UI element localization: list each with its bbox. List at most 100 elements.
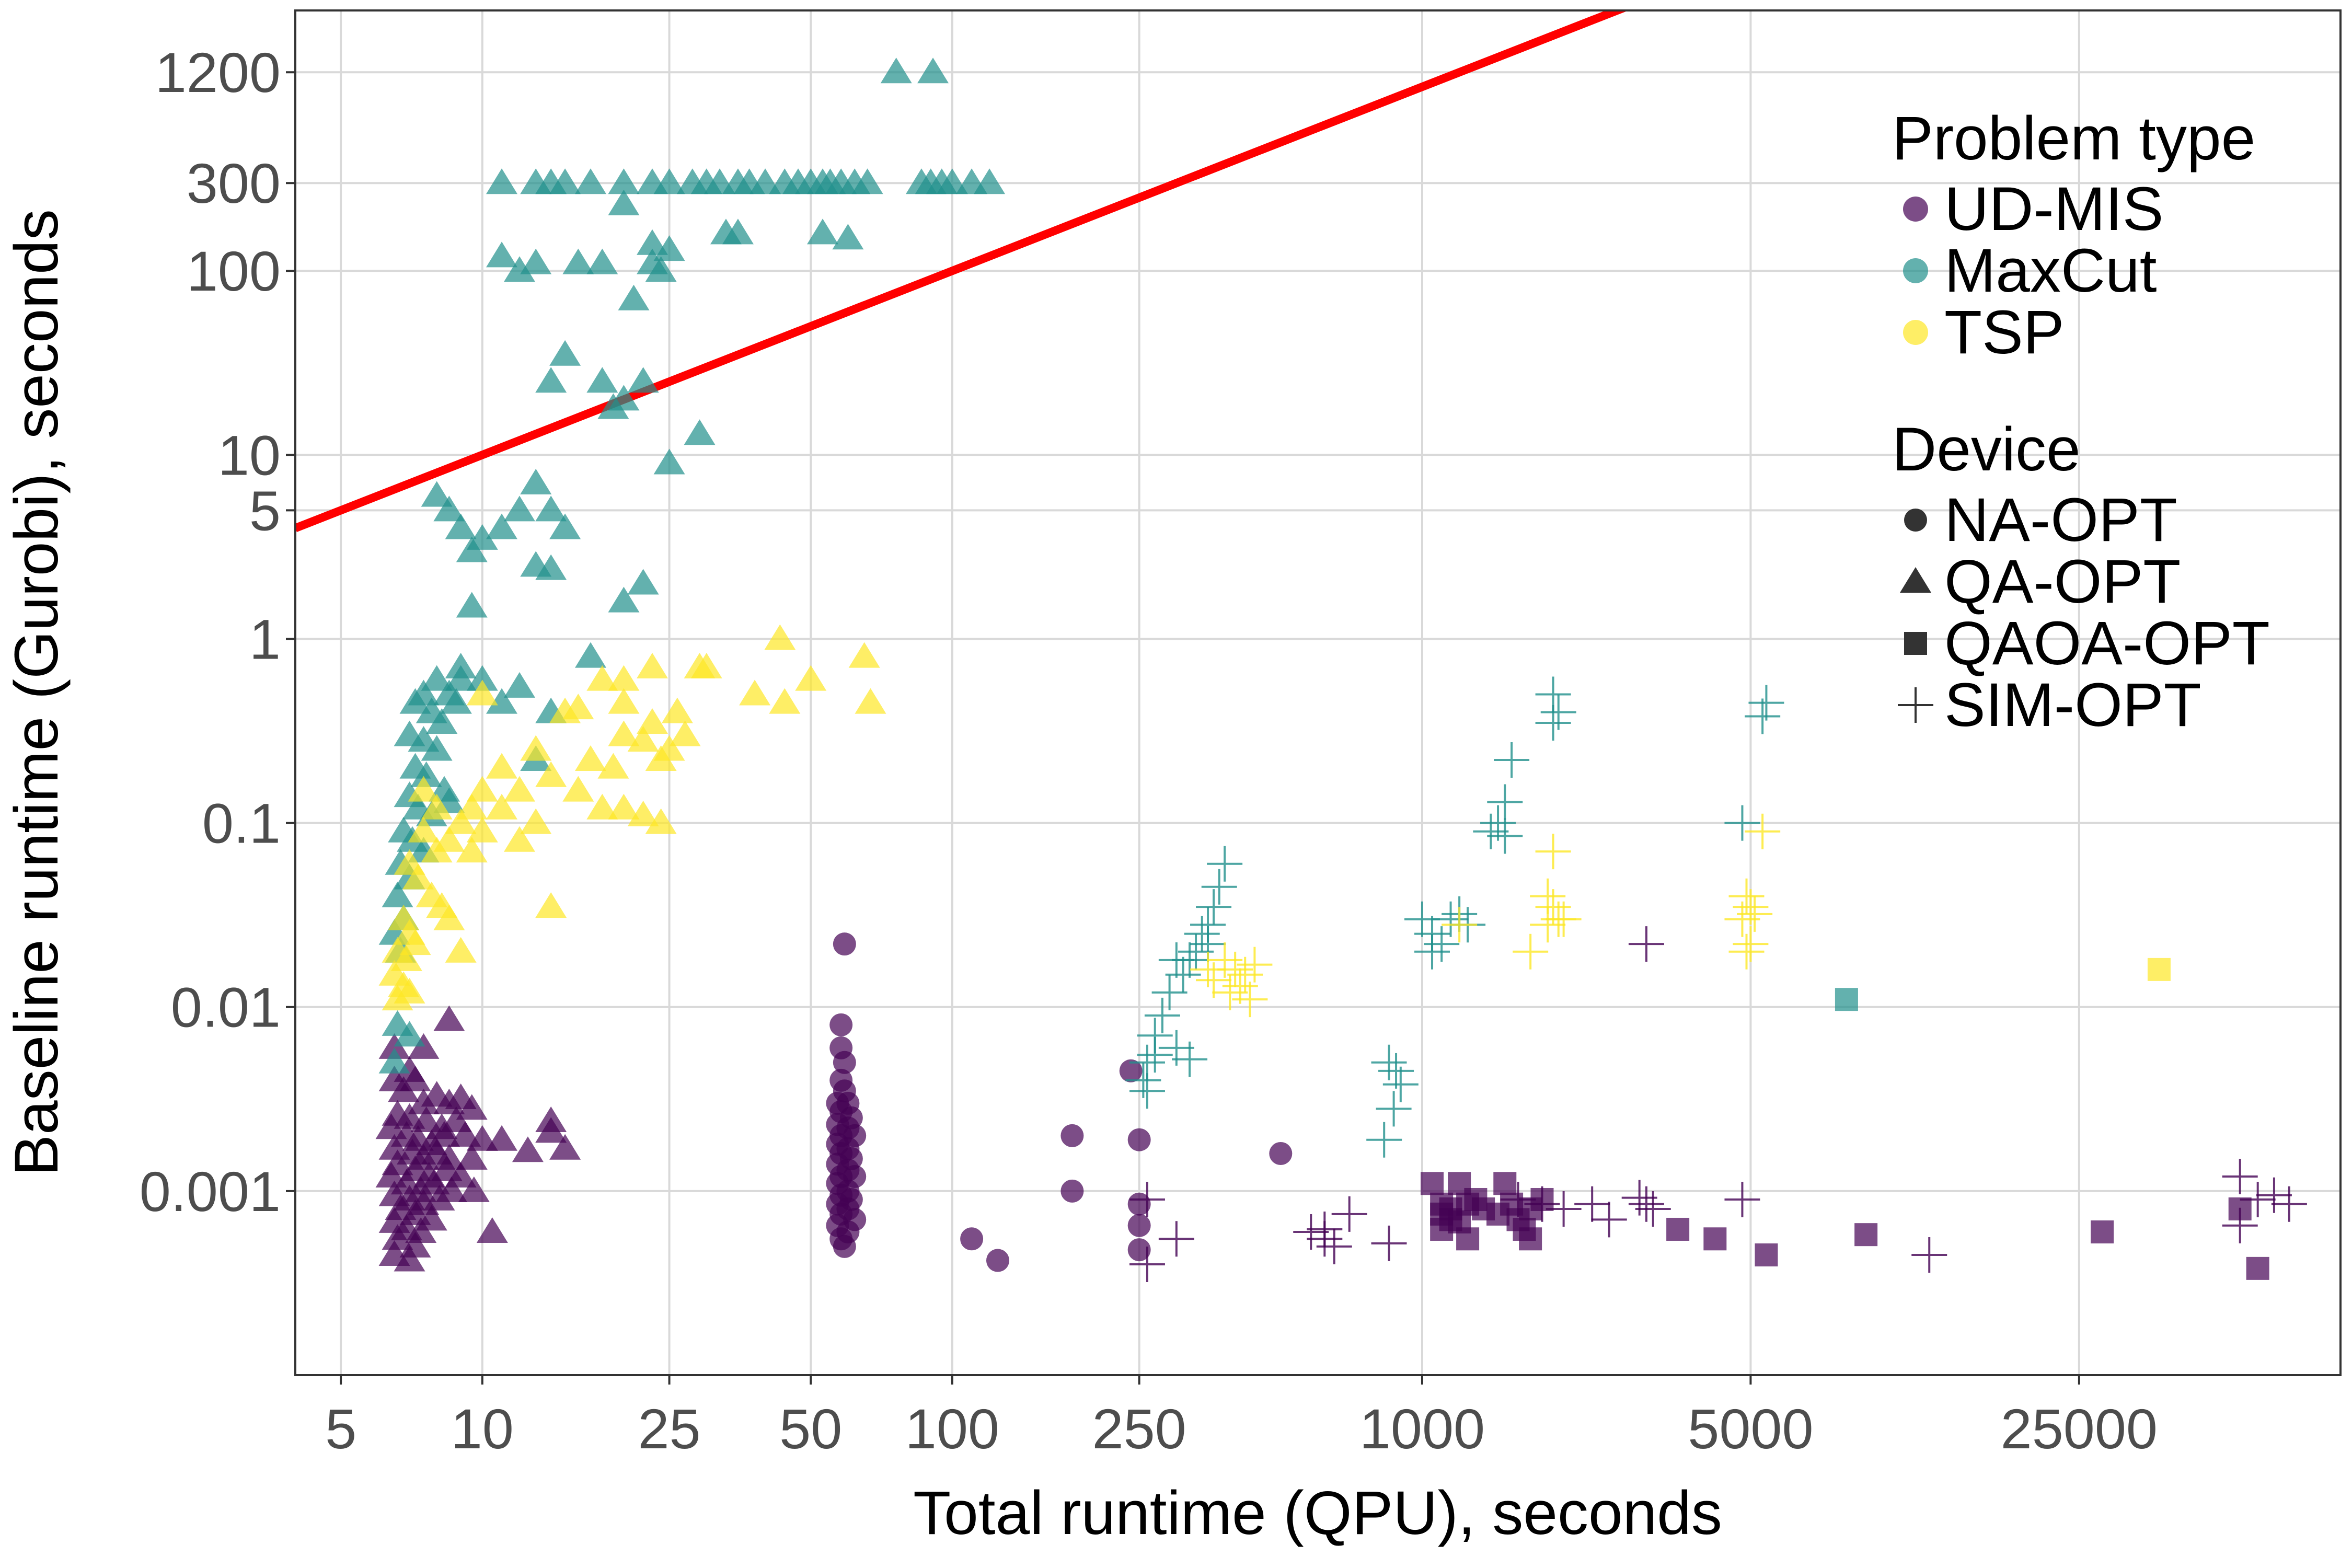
data-point — [645, 745, 677, 771]
data-point — [1371, 1044, 1407, 1080]
data-point — [390, 945, 422, 971]
data-point — [1519, 1227, 1542, 1251]
data-point — [486, 513, 517, 539]
data-point — [586, 248, 618, 274]
data-point — [574, 745, 606, 771]
data-point — [433, 904, 465, 930]
data-point — [535, 495, 567, 522]
series-ud-mis-qa-opt — [375, 1005, 581, 1272]
data-point — [458, 1176, 490, 1202]
data-point — [1196, 962, 1232, 998]
data-point — [608, 586, 640, 613]
data-point — [833, 1051, 856, 1074]
data-point — [1728, 933, 1765, 970]
y-tick-label: 1 — [249, 607, 281, 671]
data-point — [1382, 1066, 1419, 1102]
data-point — [375, 1161, 407, 1187]
data-point — [1129, 1073, 1165, 1109]
legend-key-na-opt — [1904, 509, 1927, 532]
data-point — [1184, 916, 1220, 952]
data-point — [586, 367, 618, 393]
data-point — [382, 985, 413, 1011]
data-point — [445, 937, 477, 963]
data-point — [627, 801, 659, 827]
data-point — [586, 793, 618, 820]
y-axis: 0.001 0.01 0.1 1 510 100 300 1200 — [140, 41, 295, 1223]
series-maxcut-sim-opt — [1125, 676, 1784, 1158]
data-point — [2091, 1220, 2114, 1243]
legend-key-sim-opt — [1898, 687, 1933, 723]
reference-line-layer — [295, 10, 1629, 532]
data-point — [1835, 988, 1858, 1011]
data-point — [1854, 1223, 1878, 1247]
data-point — [421, 735, 453, 761]
data-point — [1494, 742, 1530, 778]
data-point — [421, 481, 453, 507]
y-tick-label: 300 — [187, 152, 281, 215]
data-point — [653, 168, 685, 194]
data-point — [739, 679, 771, 706]
data-point — [1745, 813, 1781, 849]
data-point — [1473, 813, 1509, 849]
legend-key-ud-mis — [1903, 197, 1928, 222]
data-point — [486, 793, 517, 820]
data-point — [399, 688, 431, 714]
data-point — [1414, 933, 1450, 970]
data-point — [423, 1184, 455, 1210]
y-tick-label: 0.01 — [171, 976, 281, 1039]
data-point — [1748, 685, 1784, 721]
data-point — [408, 1088, 440, 1114]
data-point — [608, 793, 640, 820]
data-point — [1207, 846, 1243, 882]
data-point — [1755, 1243, 1778, 1266]
data-point — [503, 256, 535, 282]
data-point — [486, 688, 517, 714]
data-point — [637, 229, 668, 255]
data-point — [684, 419, 716, 445]
data-point — [1371, 1225, 1407, 1261]
series-ud-mis-sim-opt — [1129, 926, 2307, 1282]
data-point — [917, 57, 949, 84]
data-point — [1127, 1128, 1151, 1151]
data-point — [2222, 1207, 2258, 1243]
data-point — [1376, 1091, 1412, 1127]
data-point — [986, 1249, 1010, 1272]
data-point — [466, 776, 498, 802]
data-point — [410, 1106, 442, 1132]
data-point — [520, 808, 552, 834]
data-point — [1635, 1191, 1671, 1227]
legend-key-maxcut — [1903, 258, 1928, 283]
x-axis-title: Total runtime (QPU), seconds — [913, 1479, 1722, 1548]
x-tick-label: 250 — [1092, 1397, 1186, 1460]
data-point — [408, 816, 440, 843]
data-point — [1293, 1214, 1329, 1250]
data-point — [1158, 1221, 1194, 1257]
data-point — [833, 1235, 856, 1258]
data-point — [433, 1005, 465, 1031]
legend-label: NA-OPT — [1944, 486, 2177, 555]
data-point — [456, 1144, 488, 1170]
data-point — [1745, 698, 1781, 734]
data-point — [535, 367, 567, 393]
data-point — [1129, 1181, 1165, 1217]
data-point — [1487, 784, 1523, 820]
data-point — [1378, 1053, 1414, 1089]
data-point — [2240, 1181, 2276, 1217]
data-point — [1524, 1186, 1560, 1222]
data-point — [1456, 1227, 1480, 1251]
reference-line — [295, 10, 1629, 532]
data-point — [1628, 926, 1664, 962]
data-point — [486, 241, 517, 268]
data-point — [421, 793, 453, 820]
data-point — [466, 679, 498, 706]
data-point — [421, 665, 453, 691]
data-point — [661, 697, 693, 723]
series-maxcut-qaoa-opt — [1835, 988, 1858, 1011]
series-ud-mis-na-opt — [826, 932, 1293, 1272]
data-point — [608, 168, 640, 194]
data-point — [388, 1076, 420, 1102]
x-tick-label: 1000 — [1359, 1397, 1485, 1460]
